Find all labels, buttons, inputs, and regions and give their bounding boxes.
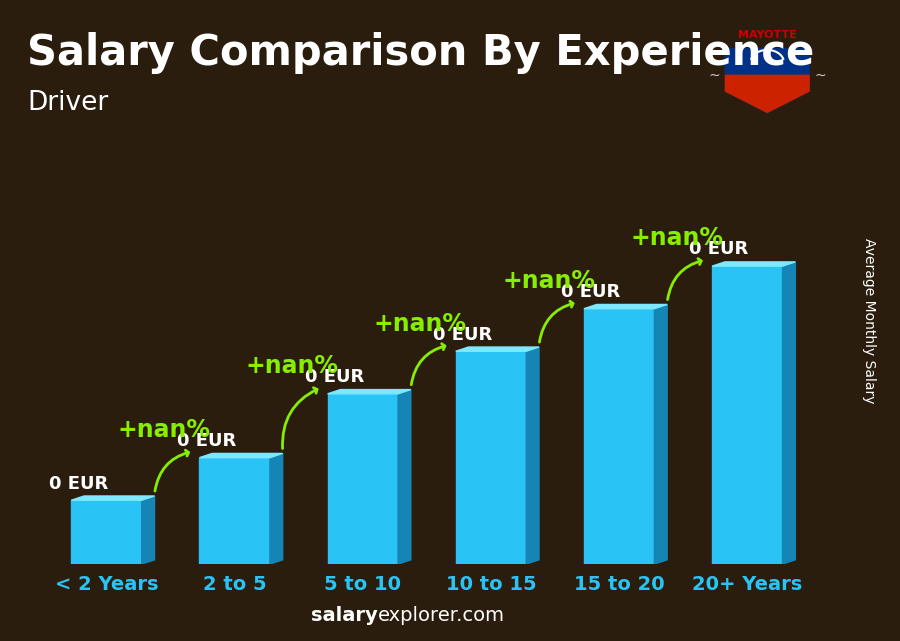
Text: ~: ~ [708, 69, 720, 82]
Polygon shape [398, 390, 411, 564]
Polygon shape [455, 347, 539, 351]
Polygon shape [654, 304, 667, 564]
Polygon shape [71, 500, 141, 564]
Text: +nan%: +nan% [118, 418, 211, 442]
Polygon shape [141, 496, 155, 564]
Polygon shape [200, 458, 270, 564]
Text: +nan%: +nan% [374, 312, 467, 336]
Text: Salary Comparison By Experience: Salary Comparison By Experience [27, 32, 814, 74]
Text: Average Monthly Salary: Average Monthly Salary [861, 238, 876, 403]
Text: explorer.com: explorer.com [378, 606, 505, 625]
Text: 0 EUR: 0 EUR [176, 432, 236, 450]
Polygon shape [200, 453, 283, 458]
Polygon shape [584, 304, 667, 309]
Text: 0 EUR: 0 EUR [433, 326, 492, 344]
Text: salary: salary [311, 606, 378, 625]
Text: 0 EUR: 0 EUR [562, 283, 621, 301]
Text: 0 EUR: 0 EUR [305, 368, 364, 386]
Polygon shape [782, 262, 796, 564]
Text: 0 EUR: 0 EUR [49, 474, 108, 492]
Polygon shape [725, 75, 809, 112]
Polygon shape [328, 390, 411, 394]
Text: +nan%: +nan% [502, 269, 595, 293]
Polygon shape [725, 49, 809, 112]
Polygon shape [270, 453, 283, 564]
Text: ~: ~ [814, 69, 826, 82]
Polygon shape [526, 347, 539, 564]
Polygon shape [455, 351, 526, 564]
Polygon shape [584, 309, 654, 564]
Polygon shape [328, 394, 398, 564]
Text: MAYOTTE: MAYOTTE [738, 30, 796, 40]
Text: Driver: Driver [27, 90, 108, 116]
Text: +nan%: +nan% [246, 354, 338, 378]
Polygon shape [712, 266, 782, 564]
Text: 0 EUR: 0 EUR [689, 240, 749, 258]
Polygon shape [712, 262, 796, 266]
Text: +nan%: +nan% [630, 226, 724, 251]
Polygon shape [71, 496, 155, 500]
